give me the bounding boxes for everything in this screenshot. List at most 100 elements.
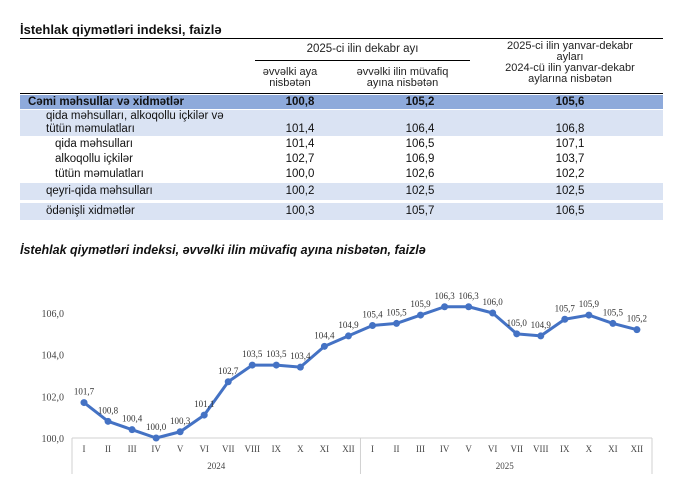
col3-header-line: 2025-ci ilin yanvar-dekabr: [507, 40, 633, 52]
data-point: [633, 326, 641, 334]
x-tick-label: IV: [151, 444, 161, 454]
data-label: 101,1: [194, 399, 214, 409]
table-row: tütün məmulatları 100,0 102,6 102,2: [20, 168, 663, 182]
cell: 102,6: [405, 168, 435, 180]
data-point: [585, 311, 593, 319]
y-tick-label: 100,0: [42, 434, 65, 445]
year-label: 2024: [207, 461, 226, 471]
row-label: alkoqollu içkilər: [55, 153, 133, 165]
cell: 102,2: [555, 168, 585, 180]
data-label: 100,4: [122, 414, 143, 424]
data-point: [296, 363, 304, 371]
chart-title: İstehlak qiymətləri indeksi, əvvəlki ili…: [20, 243, 426, 257]
data-point: [441, 303, 449, 311]
data-point: [176, 428, 184, 436]
x-tick-label: VI: [488, 444, 498, 454]
data-point: [128, 426, 136, 434]
cell: 106,5: [405, 138, 435, 150]
series-line: [83, 305, 638, 440]
x-tick-label: IV: [440, 444, 450, 454]
data-label: 105,2: [627, 314, 647, 324]
x-tick-label: V: [465, 444, 472, 454]
x-tick-label: IX: [560, 444, 570, 454]
x-tick-label: XII: [631, 444, 644, 454]
table-title: İstehlak qiymətləri indeksi, faizlə: [20, 22, 222, 37]
cell: 100,2: [285, 185, 315, 197]
cell: 100,8: [285, 96, 315, 108]
y-tick-label: 106,0: [42, 309, 65, 320]
x-tick-label: VIII: [533, 444, 549, 454]
row-label: tütün məmulatları: [46, 123, 135, 135]
table-row: qida məhsulları, alkoqollu içkilər və tü…: [20, 110, 663, 136]
row-label: tütün məmulatları: [55, 168, 144, 180]
cell: 106,9: [405, 153, 435, 165]
data-label: 105,0: [507, 318, 528, 328]
x-tick-label: III: [416, 444, 425, 454]
row-label: Cəmi məhsullar və xidmətlər: [28, 96, 184, 108]
cell: 106,8: [555, 123, 585, 135]
cell: 106,5: [555, 205, 585, 217]
x-tick-label: III: [128, 444, 137, 454]
data-point: [417, 311, 425, 319]
table-top-rule: [20, 38, 663, 39]
data-label: 106,3: [434, 291, 455, 301]
cell: 103,7: [555, 153, 585, 165]
cell: 105,2: [405, 96, 435, 108]
data-label: 105,5: [603, 307, 624, 317]
x-tick-label: IX: [272, 444, 282, 454]
x-tick-label: II: [105, 444, 111, 454]
data-point: [368, 322, 376, 329]
col3-header-line: ayları: [556, 51, 584, 63]
col3-header-line: 2024-cü ilin yanvar-dekabr: [505, 62, 635, 74]
x-tick-label: X: [586, 444, 593, 454]
header-rule: [20, 93, 663, 94]
data-point: [104, 417, 112, 425]
cell: 100,3: [285, 205, 315, 217]
row-label: ödənişli xidmətlər: [46, 205, 135, 217]
data-point: [561, 315, 569, 323]
x-tick-label: XII: [342, 444, 355, 454]
col1-header-line: əvvəlki aya: [262, 66, 318, 78]
y-tick-label: 104,0: [42, 351, 65, 362]
data-point: [465, 303, 473, 311]
row-label: qida məhsulları, alkoqollu içkilər və: [46, 110, 224, 122]
row-label: qeyri-qida məhsulları: [46, 185, 153, 197]
data-label: 101,7: [74, 387, 95, 397]
cell: 101,4: [285, 138, 315, 150]
data-point: [489, 309, 497, 317]
cell: 107,1: [555, 138, 585, 150]
x-tick-label: I: [371, 444, 374, 454]
table-row: qida məhsulları 101,4 106,5 107,1: [20, 138, 663, 152]
data-label: 105,5: [386, 307, 407, 317]
data-point: [537, 332, 545, 340]
x-tick-label: VII: [222, 444, 235, 454]
data-label: 100,0: [146, 422, 167, 432]
data-label: 105,4: [362, 310, 383, 320]
data-label: 103,4: [290, 351, 311, 361]
cell: 100,0: [285, 168, 315, 180]
col3-header-line: aylarına nisbətən: [528, 73, 612, 85]
col2-header-line: əvvəlki ilin müvafiq: [356, 66, 449, 78]
x-tick-label: XI: [320, 444, 330, 454]
cell: 105,7: [405, 205, 435, 217]
data-point: [272, 361, 280, 369]
data-label: 105,9: [579, 299, 600, 309]
data-point: [200, 411, 208, 419]
x-tick-label: X: [297, 444, 304, 454]
x-tick-label: XI: [608, 444, 618, 454]
x-tick-label: VII: [510, 444, 523, 454]
y-tick-label: 102,0: [42, 392, 65, 403]
data-label: 106,0: [483, 297, 504, 307]
data-point: [344, 332, 352, 340]
table-row-total: Cəmi məhsullar və xidmətlər 100,8 105,2 …: [20, 95, 663, 109]
cell: 106,4: [405, 123, 435, 135]
data-label: 100,8: [98, 405, 119, 415]
data-point: [80, 399, 88, 407]
data-label: 105,9: [410, 299, 431, 309]
data-label: 104,9: [531, 320, 552, 330]
x-tick-label: VIII: [245, 444, 261, 454]
col1-header: əvvəlki aya nisbətən: [255, 67, 325, 89]
col2-header-line: ayına nisbətən: [366, 77, 439, 89]
data-point: [224, 378, 232, 386]
